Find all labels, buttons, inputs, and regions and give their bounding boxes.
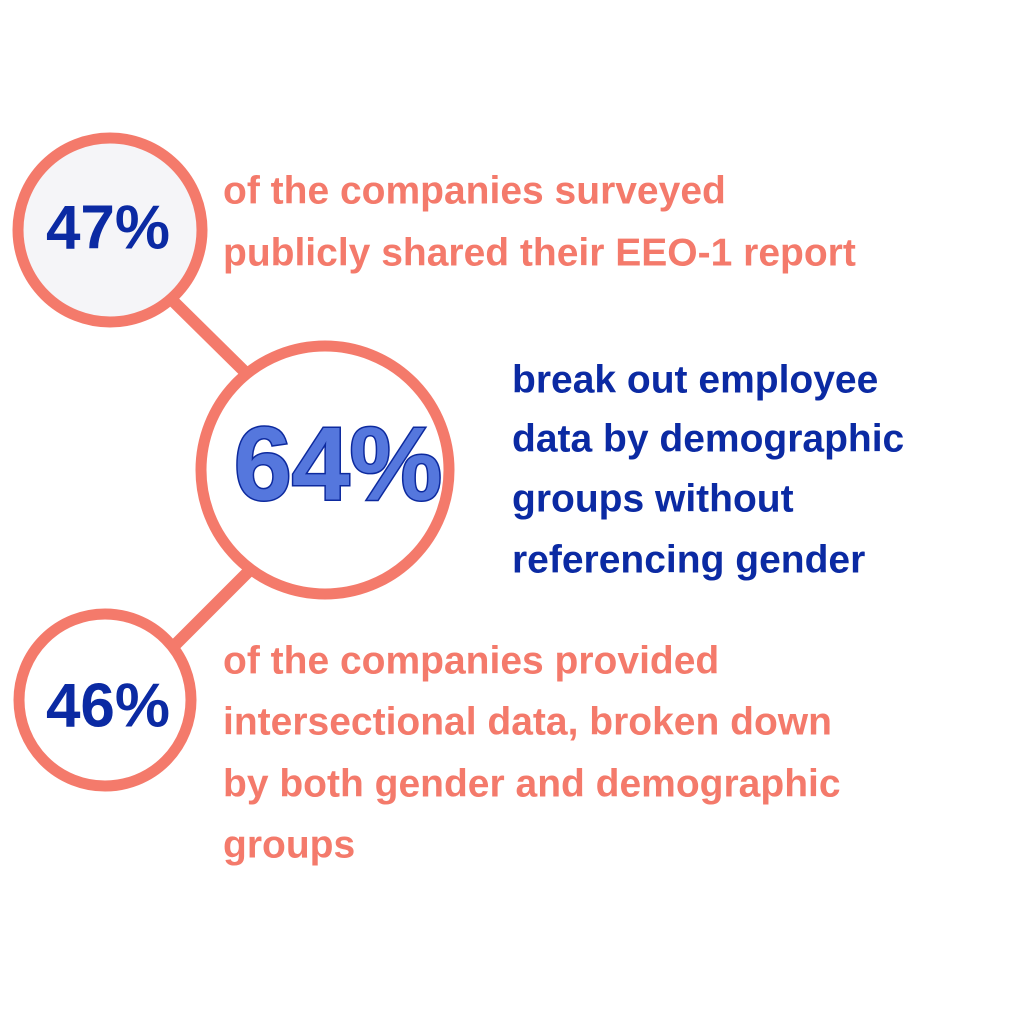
stat-text: groups (223, 823, 355, 866)
stat-value: 64% (234, 406, 442, 522)
connector (167, 295, 250, 377)
stat-text: of the companies surveyed (223, 169, 726, 212)
stat-text: groups without (512, 477, 794, 520)
stat-circle (195, 340, 455, 600)
stat-text: by both gender and demographic (223, 762, 841, 805)
stat-value: 47% (46, 193, 170, 262)
stat-text: data by demographic (512, 417, 904, 460)
stat-circle (13, 608, 197, 792)
stat-circle (12, 132, 208, 328)
stat-text: break out employee (512, 358, 878, 401)
connector (170, 567, 253, 650)
stat-value: 46% (46, 671, 170, 740)
stat-text: publicly shared their EEO-1 report (223, 231, 856, 274)
stat-text: of the companies provided (223, 639, 719, 682)
stat-text: intersectional data, broken down (223, 700, 832, 743)
stat-text: referencing gender (512, 538, 865, 581)
